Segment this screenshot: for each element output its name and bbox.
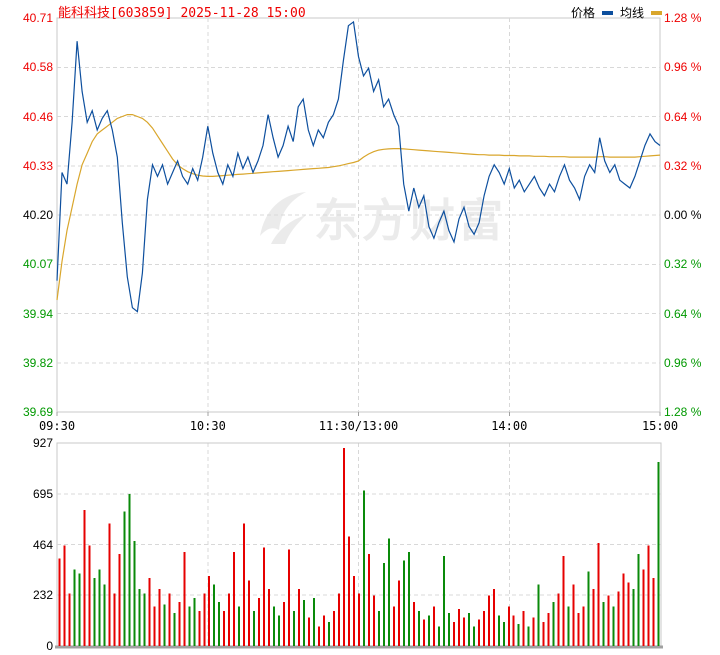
series-价格[interactable] — [56, 20, 661, 313]
time-axis-label: 15:00 — [641, 419, 679, 433]
avg-line-swatch-icon — [651, 11, 662, 15]
price-axis-label: 40.33 — [22, 158, 53, 173]
time-axis-label: 14:00 — [491, 419, 528, 433]
percent-axis-label: 0.64 % — [664, 109, 702, 124]
volume-axis-label: 232 — [32, 588, 53, 603]
volume-axis-label: 927 — [32, 436, 53, 450]
percent-axis-label: 0.96 % — [664, 60, 702, 75]
percent-axis-label: 1.28 % — [664, 11, 702, 25]
volume-axis-label: 0 — [46, 639, 53, 653]
price-axis-label: 40.07 — [22, 257, 53, 272]
price-axis-label: 39.82 — [22, 355, 53, 370]
price-axis-label: 39.94 — [22, 306, 53, 321]
price-axis-label: 40.20 — [22, 208, 53, 222]
time-axis-label: 11:30/13:00 — [318, 419, 399, 433]
time-axis-label: 09:30 — [38, 419, 76, 433]
percent-axis-label: 1.28 % — [664, 405, 702, 419]
price-line-swatch-icon — [601, 11, 613, 15]
percent-axis-label: 0.64 % — [664, 306, 702, 321]
percent-axis-label: 0.32 % — [664, 158, 702, 173]
legend-price-label: 价格 — [570, 6, 595, 20]
legend-avg-label: 均线 — [619, 6, 644, 20]
legend: 价格 均线 — [571, 4, 662, 21]
time-axis-label: 10:30 — [189, 419, 226, 433]
chart-title: 能科科技[603859] 2025-11-28 15:00 — [58, 6, 306, 21]
volume-bars[interactable] — [58, 447, 660, 646]
percent-axis-label: 0.00 % — [664, 208, 702, 222]
volume-axis-label: 464 — [32, 537, 53, 552]
series-均线[interactable] — [56, 113, 661, 301]
price-axis-label: 40.71 — [22, 11, 53, 25]
percent-axis-label: 0.96 % — [664, 355, 702, 370]
volume-axis-label: 695 — [32, 486, 53, 501]
price-axis-label: 40.58 — [22, 60, 53, 75]
percent-axis-label: 0.32 % — [664, 257, 702, 272]
price-axis-label: 40.46 — [22, 109, 53, 124]
price-axis-label: 39.69 — [22, 405, 53, 419]
